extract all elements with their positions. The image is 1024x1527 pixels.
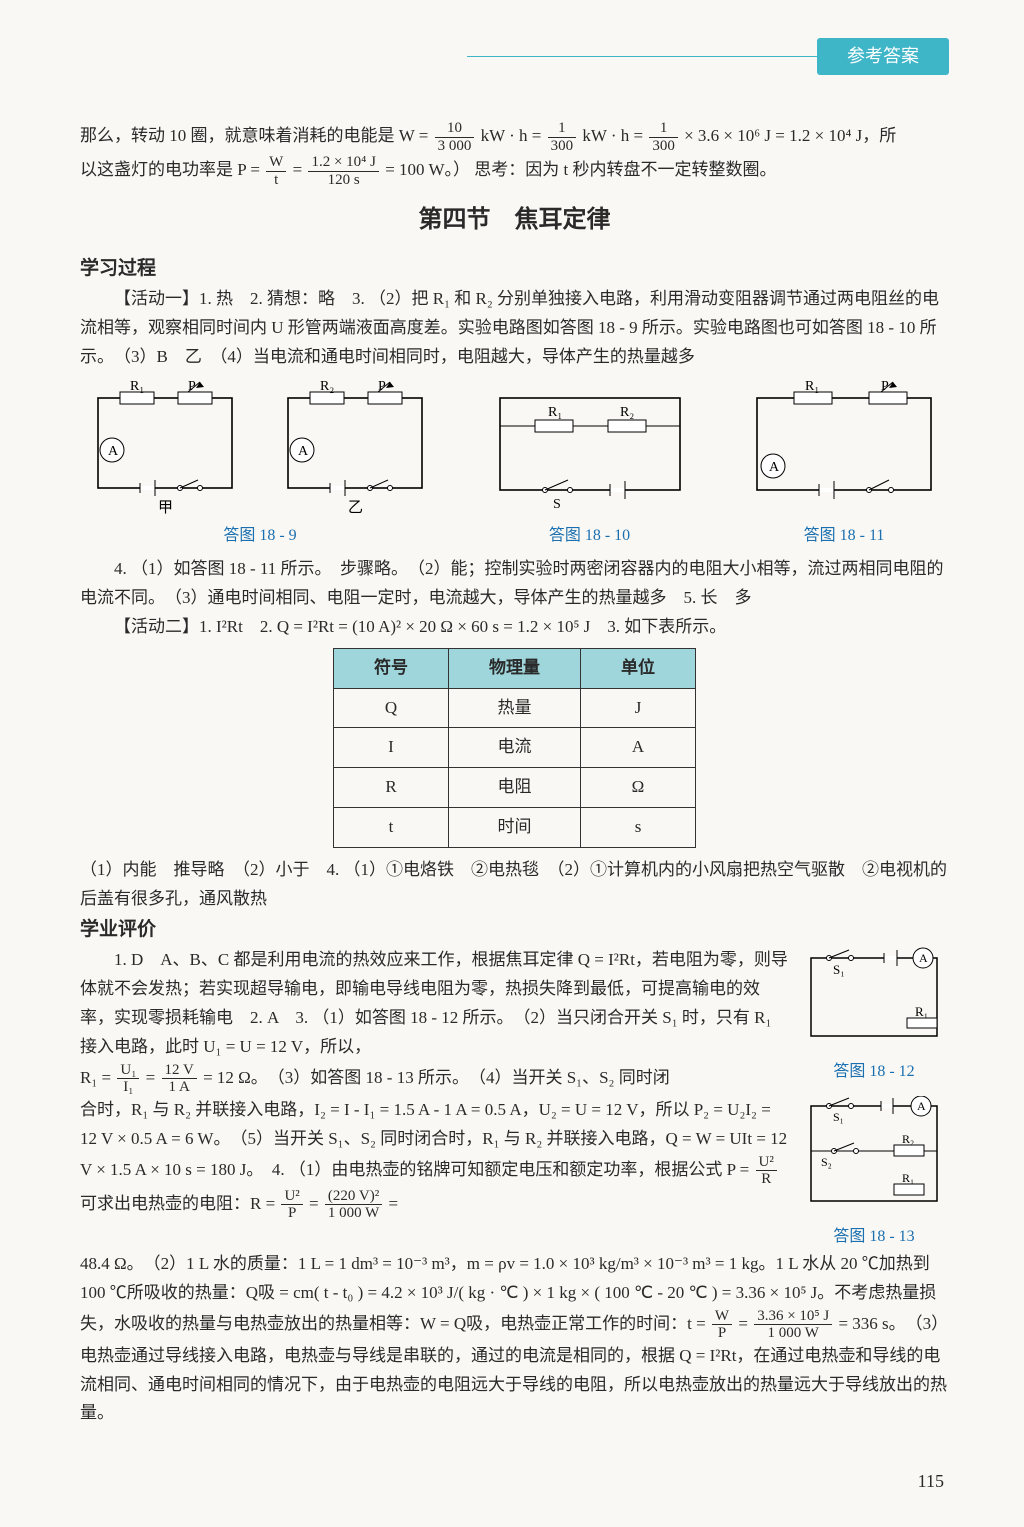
caption-18-12: 答图 18 - 12	[799, 1058, 949, 1085]
label-r1: R₁	[548, 405, 562, 420]
label-a: A	[919, 951, 928, 965]
activity2-text1: 【活动二】1. I²Rt 2. Q = I²Rt = (10 A)² × 20 …	[80, 613, 949, 642]
label-r1: R₁	[902, 1171, 914, 1185]
label-r2: R₂	[620, 405, 634, 420]
label-s1: S₁	[833, 1110, 844, 1124]
figure-18-10: R₁ R₂ S	[480, 380, 700, 520]
text: 那么，转动 10 圈，就意味着消耗的电能是 W =	[80, 126, 428, 145]
fraction: U²R	[756, 1154, 777, 1188]
text: R₁ =	[80, 1068, 111, 1087]
text: 以这盏灯的电功率是 P =	[80, 160, 260, 179]
text: =	[389, 1193, 399, 1212]
label-yi: 乙	[348, 500, 363, 516]
text: = 100 W。） 思考：因为 t 秒内转盘不一定转整数圈。	[385, 160, 776, 179]
label-p: P	[881, 380, 889, 394]
text: =	[293, 160, 303, 179]
section-title: 第四节 焦耳定律	[80, 200, 949, 241]
caption-18-11: 答图 18 - 11	[739, 522, 949, 549]
table-header: 符号	[334, 648, 449, 688]
fraction: 3.36 × 10⁵ J1 000 W	[754, 1308, 832, 1342]
label-a: A	[108, 444, 119, 459]
paragraph-top-2: 以这盏灯的电功率是 P = Wt = 1.2 × 10⁴ J120 s = 10…	[80, 154, 949, 188]
label-a: A	[769, 460, 780, 475]
label-s2: S₂	[821, 1155, 832, 1169]
table-row: Q热量J	[334, 688, 696, 728]
label-s1: S₁	[833, 962, 845, 977]
text: 可求出电热壶的电阻：R =	[80, 1193, 275, 1212]
figure-18-13-block: S₁ A S₂ R₂ R₁ 答图 18 - 13	[799, 1096, 949, 1250]
activity1-text2: 4. （1）如答图 18 - 11 所示。 步骤略。 （2）能；控制实验时两密闭…	[80, 555, 949, 613]
header-tab: 参考答案	[817, 38, 949, 75]
heading-learning: 学习过程	[80, 253, 949, 285]
text: kW · h =	[481, 126, 542, 145]
fraction: 1.2 × 10⁴ J120 s	[308, 154, 379, 188]
label-jia: 甲	[158, 500, 173, 516]
caption-row: 答图 18 - 9 答图 18 - 10 答图 18 - 11	[80, 522, 949, 549]
label-s: S	[553, 497, 561, 512]
fraction: 12 V1 A	[162, 1062, 197, 1096]
physics-table: 符号 物理量 单位 Q热量J I电流A R电阻Ω t时间s	[333, 648, 696, 848]
table-header: 单位	[581, 648, 696, 688]
label-a: A	[298, 444, 309, 459]
fraction: 1300	[649, 120, 678, 154]
page-number: 115	[918, 1466, 944, 1497]
text: = 12 Ω。 （3）如答图 18 - 13 所示。 （4）当开关 S₁、S₂ …	[203, 1068, 670, 1087]
circuit-figures-row: R₁ P A 甲 R₂ P	[80, 380, 949, 520]
activity1-text1: 【活动一】1. 热 2. 猜想：略 3. （2）把 R₁ 和 R₂ 分别单独接入…	[80, 285, 949, 372]
caption-18-10: 答图 18 - 10	[480, 522, 700, 549]
eval-text-3: 48.4 Ω。 （2）1 L 水的质量：1 L = 1 dm³ = 10⁻³ m…	[80, 1250, 949, 1428]
caption-18-9: 答图 18 - 9	[80, 522, 440, 549]
label-r2: R₂	[320, 380, 334, 394]
fraction: U²P	[281, 1188, 302, 1222]
fraction: U₁I₁	[117, 1062, 139, 1096]
text: =	[738, 1314, 748, 1333]
fraction: Wt	[266, 154, 286, 188]
heading-evaluation: 学业评价	[80, 914, 949, 946]
figure-18-9: R₁ P A 甲 R₂ P	[80, 380, 440, 520]
label-r1: R₁	[915, 1004, 928, 1019]
fraction: 103 000	[435, 120, 475, 154]
activity2-text2: （1）内能 推导略 （2）小于 4. （1）①电烙铁 ②电热毯 （2）①计算机内…	[80, 856, 949, 914]
caption-18-13: 答图 18 - 13	[799, 1223, 949, 1250]
circuit-yi: R₂ P A 乙	[270, 380, 440, 520]
paragraph-top-1: 那么，转动 10 圈，就意味着消耗的电能是 W = 103 000 kW · h…	[80, 120, 949, 154]
text: kW · h =	[582, 126, 643, 145]
page: 参考答案 那么，转动 10 圈，就意味着消耗的电能是 W = 103 000 k…	[0, 0, 1024, 1527]
label-a: A	[917, 1099, 926, 1113]
table-row: t时间s	[334, 808, 696, 848]
text: × 3.6 × 10⁶ J = 1.2 × 10⁴ J，所	[684, 126, 896, 145]
circuit-jia: R₁ P A 甲	[80, 380, 250, 520]
label-r1: R₁	[130, 380, 144, 394]
label-r1: R₁	[805, 380, 819, 394]
text: =	[146, 1068, 156, 1087]
table-row: I电流A	[334, 728, 696, 768]
fraction: WP	[712, 1308, 732, 1342]
text: =	[309, 1193, 319, 1212]
fraction: 1300	[548, 120, 577, 154]
figure-18-12: S₁ A R₁	[799, 946, 949, 1056]
text: 合时，R₁ 与 R₂ 并联接入电路，I₂ = I - I₁ = 1.5 A - …	[80, 1100, 787, 1179]
figure-18-13: S₁ A S₂ R₂ R₁	[799, 1096, 949, 1221]
fraction: (220 V)²1 000 W	[325, 1188, 382, 1222]
figure-18-11: R₁ P A	[739, 380, 949, 520]
table-row: R电阻Ω	[334, 768, 696, 808]
label-p: P	[378, 380, 386, 394]
label-p: P	[188, 380, 196, 394]
label-r2: R₂	[902, 1132, 914, 1146]
table-header: 物理量	[449, 648, 581, 688]
figure-18-12-block: S₁ A R₁ 答图 18 - 12	[799, 946, 949, 1085]
